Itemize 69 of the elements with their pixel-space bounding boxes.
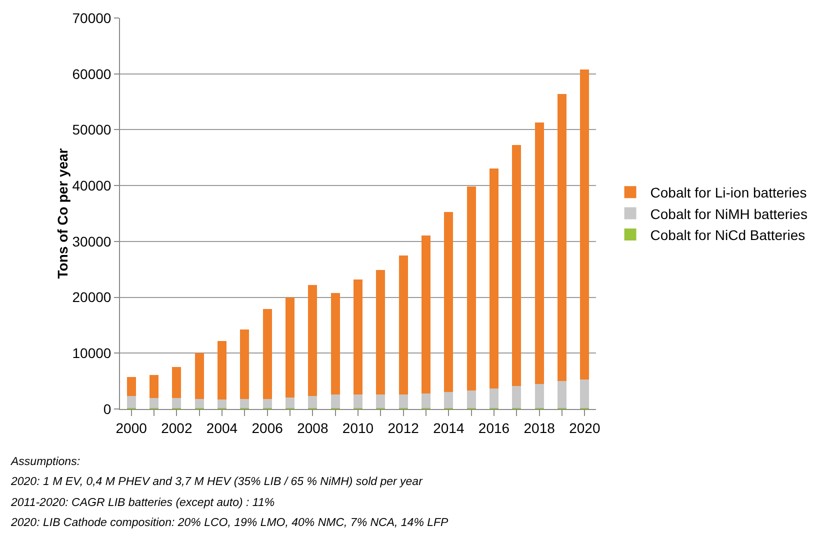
bar [353, 394, 363, 408]
x-tick-label: 2008 [297, 420, 328, 436]
bar [172, 398, 182, 408]
legend-label: Cobalt for Li-ion batteries [650, 184, 807, 201]
x-tick-label: 2018 [524, 420, 556, 436]
text: 2020: LIB Cathode composition: 20% LCO, 19% LMO, 40% NMC, 7% NCA, 14% LFP [10, 517, 449, 529]
x-tick-label: 2000 [116, 420, 148, 436]
x-tick-label: 2002 [161, 420, 192, 436]
bar [376, 270, 386, 394]
y-tick-label: 40000 [72, 177, 112, 194]
x-tick-label: 2014 [433, 420, 464, 436]
y-axis-title: Tons of Co per year [54, 148, 70, 279]
y-tick-label: 50000 [72, 122, 112, 138]
bar [217, 400, 227, 408]
y-tick-label: 30000 [72, 233, 112, 250]
bar [330, 292, 340, 394]
bar [308, 396, 318, 408]
legend-label: Cobalt for NiCd Batteries [650, 226, 806, 243]
legend-label: Cobalt for NiMH batteries [650, 206, 808, 222]
y-tick-label: 60000 [72, 66, 112, 82]
x-tick-label: 2012 [388, 420, 420, 436]
bar [172, 367, 182, 398]
bar [240, 398, 250, 408]
bar [534, 384, 544, 408]
bar [421, 393, 431, 408]
bar [398, 255, 408, 394]
x-tick-label: 2010 [342, 420, 374, 436]
bar [308, 285, 318, 396]
bar [466, 186, 476, 391]
x-tick-label: 2016 [478, 420, 510, 436]
bar [512, 144, 522, 386]
bar [285, 297, 295, 398]
bar [466, 390, 476, 408]
bar [262, 309, 272, 399]
bar [194, 398, 204, 408]
bar [444, 392, 454, 408]
x-tick-label: 2020 [569, 420, 600, 436]
text: Assumptions: [10, 456, 80, 468]
bar [126, 396, 136, 408]
bar [580, 69, 590, 380]
bar [149, 374, 159, 398]
x-tick-label: 2006 [252, 420, 284, 436]
y-tick-label: 20000 [72, 289, 112, 306]
bar [580, 379, 590, 408]
bar [217, 340, 227, 400]
y-tick-label: 70000 [72, 10, 112, 26]
bar [194, 353, 204, 399]
bar [353, 279, 363, 394]
bar [421, 235, 431, 394]
bar [512, 386, 522, 408]
bar [262, 398, 272, 408]
bar [376, 394, 386, 408]
bar [398, 394, 408, 408]
bar [330, 394, 340, 408]
bar [126, 377, 136, 396]
text: 2020: 1 M EV, 0,4 M PHEV and 3,7 M HEV (35% LIB / 65 % NiMH) sold per year [10, 476, 424, 488]
x-tick-label: 2004 [206, 420, 238, 436]
y-tick-label: 0 [103, 400, 112, 417]
bar [285, 397, 295, 408]
bar [489, 168, 499, 388]
bar [534, 122, 544, 384]
bar [444, 212, 454, 392]
bar [149, 398, 159, 408]
y-tick-label: 10000 [72, 345, 112, 362]
text: 2011-2020: CAGR LIB batteries (except auto) : 11% [10, 497, 275, 509]
bar [557, 381, 567, 408]
bar [489, 388, 499, 408]
bar [557, 94, 567, 382]
bar [240, 330, 250, 399]
